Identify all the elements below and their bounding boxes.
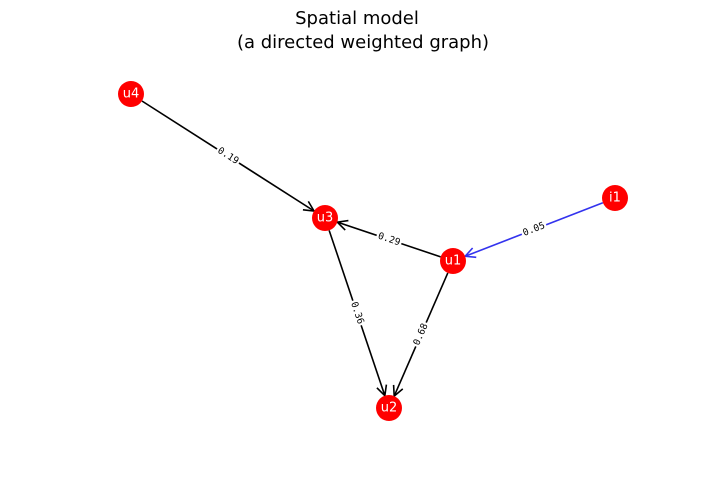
graph-subtitle: (a directed weighted graph) — [237, 32, 489, 53]
node-u4: u4 — [118, 81, 144, 107]
edge-weight-background — [213, 143, 243, 169]
node-circle — [440, 248, 466, 274]
edge-weight-background — [409, 319, 433, 350]
edge-weight-background — [374, 228, 404, 251]
edge-weight-group-u4-u3: 0.19 — [213, 143, 243, 169]
node-label: u4 — [123, 87, 140, 102]
node-circle — [118, 81, 144, 107]
edge-weight-group-i1-u1: 0.05 — [519, 218, 549, 241]
edge-weight-background — [346, 298, 368, 328]
node-circle — [312, 205, 338, 231]
node-u3: u3 — [312, 205, 338, 231]
node-i1: i1 — [602, 185, 628, 211]
edge-weight-group-u1-u2: 0.68 — [409, 319, 433, 350]
edge-weight-group-u3-u2: 0.36 — [346, 298, 368, 328]
edge-weight-background — [519, 218, 549, 241]
node-circle — [376, 395, 402, 421]
node-label: u2 — [381, 401, 398, 416]
edge-weight-group-u1-u3: 0.29 — [374, 228, 404, 251]
edges-layer: 0.19 0.29 0.05 0.36 0.68 — [141, 100, 604, 396]
node-u2: u2 — [376, 395, 402, 421]
node-label: u3 — [317, 211, 334, 226]
graph-title: Spatial model — [295, 8, 419, 29]
nodes-layer: u4 u3 u1 u2 i1 — [118, 81, 628, 421]
node-label: i1 — [609, 191, 621, 206]
node-circle — [602, 185, 628, 211]
node-label: u1 — [445, 254, 462, 269]
node-u1: u1 — [440, 248, 466, 274]
